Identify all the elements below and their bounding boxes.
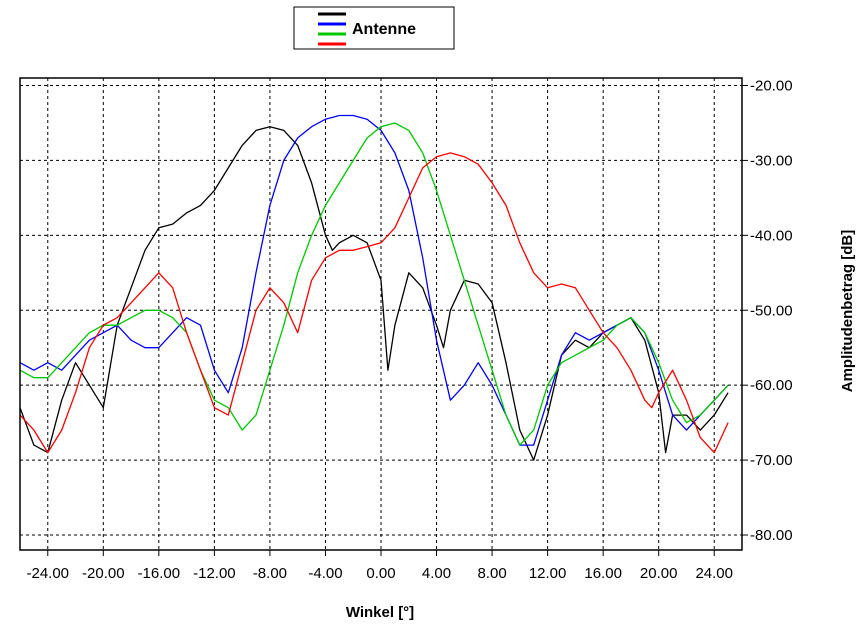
- legend-swatches: [318, 12, 346, 46]
- tick-labels: -24.00 -20.00 -16.00 -12.00 -8.00 -4.00 0.00 4.…: [26, 77, 792, 582]
- series-line-4: [19, 152, 729, 454]
- plot-frame: [19, 77, 743, 551]
- x-tick-label: -20.00: [82, 565, 125, 582]
- x-tick-label: -16.00: [138, 565, 181, 582]
- y-tick-label: -80.00: [750, 527, 793, 544]
- x-tick-label: 8.00: [477, 565, 506, 582]
- grid: [20, 78, 742, 550]
- series-line-2: [19, 114, 729, 446]
- y-tick-label: -40.00: [750, 227, 793, 244]
- legend: Antenne: [293, 6, 455, 50]
- y-axis-title: Amplitudenbetrag [dB]: [839, 230, 856, 393]
- y-tick-label: -50.00: [750, 302, 793, 319]
- x-tick-label: 16.00: [584, 565, 622, 582]
- x-tick-label: 24.00: [695, 565, 733, 582]
- y-tick-label: -20.00: [750, 77, 793, 94]
- x-tick-label: 4.00: [422, 565, 451, 582]
- x-axis-title: Winkel [°]: [346, 604, 414, 621]
- x-tick-label: -8.00: [253, 565, 287, 582]
- axes: [19, 77, 748, 556]
- x-tick-label: 0.00: [366, 565, 395, 582]
- legend-label: Antenne: [352, 21, 416, 38]
- x-tick-label: 20.00: [640, 565, 678, 582]
- x-tick-label: -24.00: [26, 565, 69, 582]
- y-tick-label: -60.00: [750, 377, 793, 394]
- series-line-3: [19, 122, 729, 446]
- x-tick-label: 12.00: [529, 565, 567, 582]
- series-line-1: [19, 126, 729, 461]
- y-tick-label: -30.00: [750, 152, 793, 169]
- x-tick-label: -4.00: [308, 565, 342, 582]
- x-tick-label: -12.00: [193, 565, 236, 582]
- y-tick-label: -70.00: [750, 452, 793, 469]
- series-group: [19, 114, 729, 461]
